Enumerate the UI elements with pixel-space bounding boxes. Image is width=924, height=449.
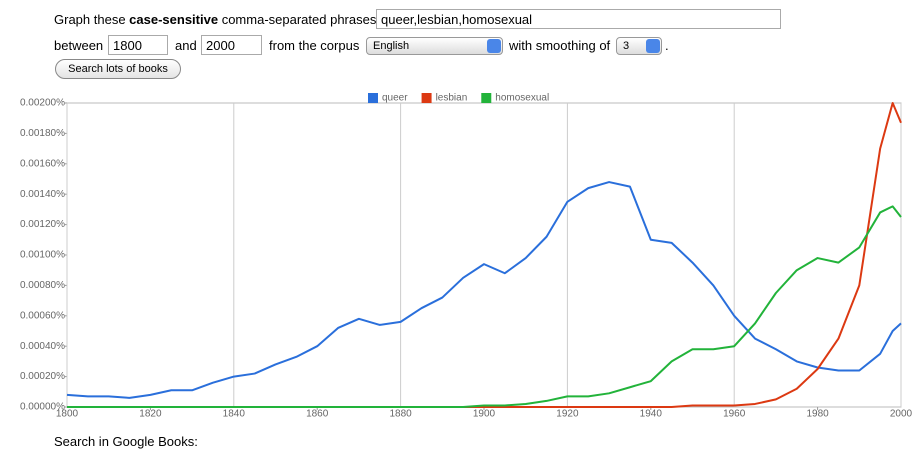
y-tick-label: 0.00100%	[20, 250, 65, 261]
phrases-input[interactable]: queer,lesbian,homosexual	[376, 9, 781, 29]
legend-label: homosexual	[495, 93, 549, 104]
x-tick-label: 1860	[306, 409, 329, 420]
legend-label: queer	[382, 93, 408, 104]
legend-swatch	[421, 93, 432, 103]
x-tick-label: 1900	[473, 409, 496, 420]
start-year-input[interactable]: 1800	[108, 35, 168, 55]
chart: 0.00000% 0.00020% 0.00040% 0.00060% 0.00080%…	[20, 93, 913, 420]
y-tick-label: 0.00140%	[20, 189, 65, 200]
footer: Search in Google Books:	[54, 434, 198, 449]
x-tick-label: 1840	[223, 409, 246, 420]
y-tick-label: 0.00160%	[20, 158, 65, 169]
smoothing-value: 3	[623, 40, 630, 52]
legend-swatch	[368, 93, 378, 103]
series-line	[67, 102, 902, 408]
end-year-input[interactable]: 2000	[201, 35, 262, 55]
x-tick-label: 1980	[806, 409, 829, 420]
corpus-select[interactable]: English	[366, 37, 503, 55]
y-tick-label: 0.00200%	[20, 98, 65, 109]
y-tick-label: 0.00180%	[20, 128, 65, 139]
smoothing-label: with smoothing of	[509, 38, 611, 53]
corpus-value: English	[373, 40, 410, 52]
series-line	[66, 181, 902, 399]
and-label: and	[175, 38, 197, 53]
x-tick-label: 1820	[139, 409, 162, 420]
y-tick-label: 0.00040%	[20, 341, 65, 352]
x-tick-label: 1920	[556, 409, 579, 420]
x-tick-label: 1960	[723, 409, 746, 420]
prompt-prefix: Graph these	[54, 12, 126, 27]
y-tick-label: 0.00020%	[20, 371, 65, 382]
period: .	[665, 38, 669, 53]
legend-swatch	[481, 93, 492, 103]
series-line	[67, 205, 902, 408]
between-label: between	[54, 38, 104, 53]
prompt: Graph these case-sensitive comma-separat…	[54, 12, 380, 27]
prompt-suffix: comma-separated phrases:	[221, 12, 380, 27]
y-tick-label: 0.00120%	[20, 219, 65, 230]
select-arrow	[646, 39, 660, 53]
corpus-label: from the corpus	[269, 38, 360, 53]
x-tick-label: 2000	[890, 409, 913, 420]
y-tick-label: 0.00000%	[20, 402, 65, 413]
x-tick-label: 1880	[389, 409, 412, 420]
smoothing-select[interactable]: 3	[616, 37, 662, 55]
x-tick-label: 1800	[56, 409, 79, 420]
legend-label: lesbian	[436, 93, 468, 104]
select-arrow	[487, 39, 501, 53]
y-tick-label: 0.00060%	[20, 310, 65, 321]
search-button[interactable]: Search lots of books	[55, 59, 181, 79]
y-tick-label: 0.00080%	[20, 280, 65, 291]
x-tick-label: 1940	[640, 409, 663, 420]
prompt-bold: case-sensitive	[129, 12, 219, 27]
plot-frame	[66, 102, 902, 408]
